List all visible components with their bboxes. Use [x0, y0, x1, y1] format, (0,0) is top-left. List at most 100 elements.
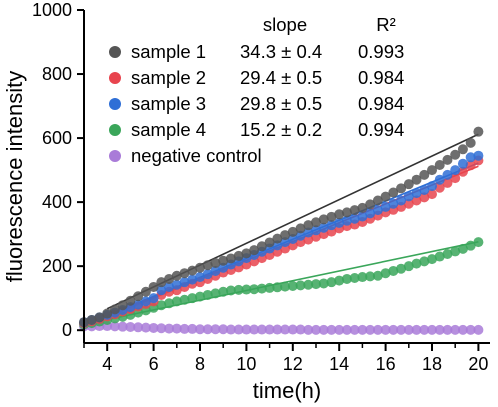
data-point — [442, 169, 453, 180]
axes — [77, 9, 490, 351]
data-point — [264, 324, 275, 335]
data-point — [295, 324, 306, 335]
data-point — [318, 278, 329, 289]
data-point — [295, 280, 306, 291]
legend: slope R² sample 1 34.3 ± 0.4 0.993 sample 2… — [109, 14, 404, 166]
data-point — [388, 265, 399, 276]
x-tick-label: 10 — [236, 354, 256, 374]
data-point — [164, 298, 175, 309]
data-point — [427, 324, 437, 335]
x-tick-label: 18 — [422, 354, 442, 374]
data-point — [349, 273, 360, 284]
data-point — [457, 166, 468, 177]
data-point — [164, 323, 175, 334]
data-point — [349, 213, 360, 224]
data-point — [473, 324, 484, 335]
data-point — [318, 222, 329, 233]
data-point — [419, 256, 430, 267]
data-point — [372, 205, 383, 216]
data-point — [434, 182, 445, 193]
data-point — [187, 274, 198, 285]
data-point — [210, 257, 221, 268]
data-point — [148, 293, 159, 304]
data-point — [264, 282, 275, 293]
data-point — [249, 324, 260, 335]
legend-slope: 34.3 ± 0.4 — [240, 41, 322, 62]
data-point — [225, 285, 236, 296]
data-point — [434, 251, 445, 262]
data-point — [365, 271, 376, 282]
data-point — [457, 324, 468, 335]
data-point — [171, 270, 182, 281]
data-point — [249, 284, 260, 295]
data-point — [195, 262, 205, 273]
y-tick-label: 200 — [42, 256, 72, 276]
data-point — [311, 279, 321, 290]
data-point — [403, 179, 414, 190]
data-point — [218, 286, 229, 297]
data-point — [303, 324, 314, 335]
x-tick-label: 16 — [376, 354, 396, 374]
data-point — [210, 324, 221, 335]
data-point — [349, 324, 360, 335]
data-point — [388, 324, 399, 335]
data-point — [303, 227, 314, 238]
data-point — [164, 281, 175, 292]
data-point — [218, 262, 229, 273]
data-point — [403, 324, 414, 335]
data-point — [357, 324, 368, 335]
data-point — [457, 158, 468, 169]
y-tick-label: 600 — [42, 128, 72, 148]
legend-marker — [109, 124, 121, 136]
data-point — [403, 191, 414, 202]
data-point — [287, 281, 298, 292]
data-point — [411, 174, 422, 185]
data-point — [372, 324, 383, 335]
data-point — [427, 181, 437, 192]
data-point — [473, 126, 484, 137]
data-point — [233, 324, 244, 335]
data-point — [125, 295, 136, 306]
data-point — [241, 284, 252, 295]
data-point — [202, 324, 213, 335]
legend-r2: 0.993 — [358, 41, 404, 62]
data-point — [465, 240, 476, 251]
data-point — [341, 273, 352, 284]
data-point — [280, 324, 291, 335]
data-point — [295, 223, 306, 234]
data-point — [156, 323, 167, 334]
data-point — [403, 198, 414, 209]
data-point — [233, 284, 244, 295]
data-point — [465, 324, 476, 335]
data-point — [341, 215, 352, 226]
data-point — [249, 245, 260, 256]
legend-label: sample 3 — [131, 93, 206, 114]
data-point — [326, 220, 337, 231]
data-point — [171, 279, 182, 290]
y-axis-label: fluorescence intensity — [2, 71, 27, 283]
legend-header-slope: slope — [263, 14, 307, 35]
legend-header-r2: R² — [376, 14, 396, 35]
data-points — [79, 126, 484, 335]
data-point — [148, 281, 159, 292]
data-point — [357, 202, 368, 213]
tick-labels: 0 200 400 600 800 1000 4 6 8 10 12 14 16 18 20 — [32, 0, 488, 374]
data-point — [241, 248, 252, 259]
data-point — [419, 169, 430, 180]
data-point — [411, 188, 422, 199]
data-point — [303, 220, 314, 231]
data-point — [419, 184, 430, 195]
data-point — [225, 253, 236, 264]
data-point — [287, 233, 298, 244]
data-point — [396, 324, 407, 335]
x-tick-label: 20 — [468, 354, 488, 374]
data-point — [195, 324, 205, 335]
data-point — [133, 299, 144, 310]
data-point — [450, 165, 461, 176]
legend-slope: 15.2 ± 0.2 — [240, 119, 322, 140]
data-point — [442, 177, 453, 188]
data-point — [133, 322, 144, 333]
legend-label: sample 2 — [131, 67, 206, 88]
data-point — [427, 165, 437, 176]
x-tick-label: 12 — [283, 354, 303, 374]
